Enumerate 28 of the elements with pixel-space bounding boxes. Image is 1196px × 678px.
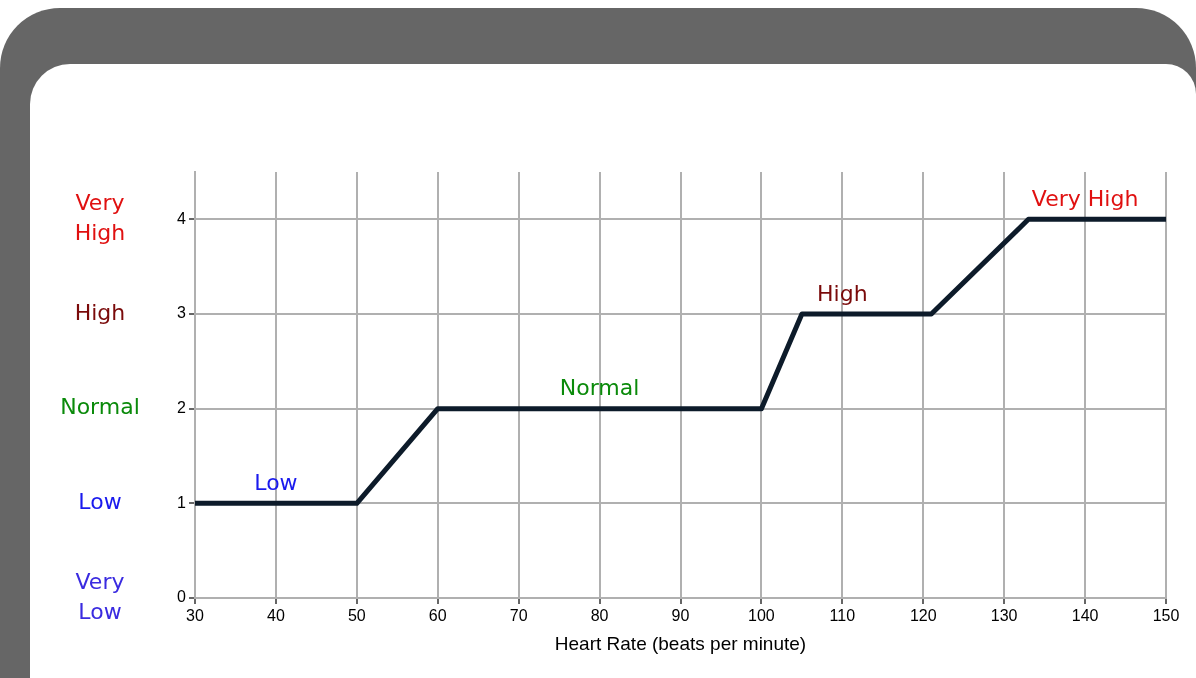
text: Very Low (75, 568, 125, 624)
y-tick-label: 2 (177, 399, 187, 417)
text: High (74, 299, 126, 325)
text: Very High (74, 190, 126, 246)
y-tick-label: 3 (177, 304, 187, 322)
x-tick-label: 60 (428, 607, 447, 625)
x-tick-label: 100 (748, 607, 775, 625)
x-tick-label: 140 (1071, 607, 1099, 625)
x-tick-label: 70 (509, 607, 528, 625)
x-tick-label: 30 (186, 607, 204, 625)
x-tick-label: 80 (590, 607, 609, 625)
x-tick-label: 130 (990, 607, 1018, 625)
annotation: Low (254, 470, 298, 496)
y-tick-label: 0 (177, 588, 187, 606)
y-tick-label: 1 (177, 493, 187, 511)
x-tick-label: 50 (347, 607, 366, 625)
annotation: Very High (1031, 186, 1139, 212)
x-tick-label: 40 (267, 607, 285, 625)
x-tick-label: 120 (909, 607, 937, 625)
x-tick-label: 150 (1152, 607, 1180, 625)
annotation: Normal (559, 375, 640, 401)
x-tick-label: 90 (671, 607, 690, 625)
text: Normal (60, 394, 140, 420)
x-axis-title: Heart Rate (beats per minute) (554, 632, 807, 654)
y-tick-label: 4 (177, 209, 187, 227)
text: Low (78, 489, 122, 515)
annotation: High (817, 280, 868, 306)
x-tick-label: 110 (829, 607, 856, 625)
